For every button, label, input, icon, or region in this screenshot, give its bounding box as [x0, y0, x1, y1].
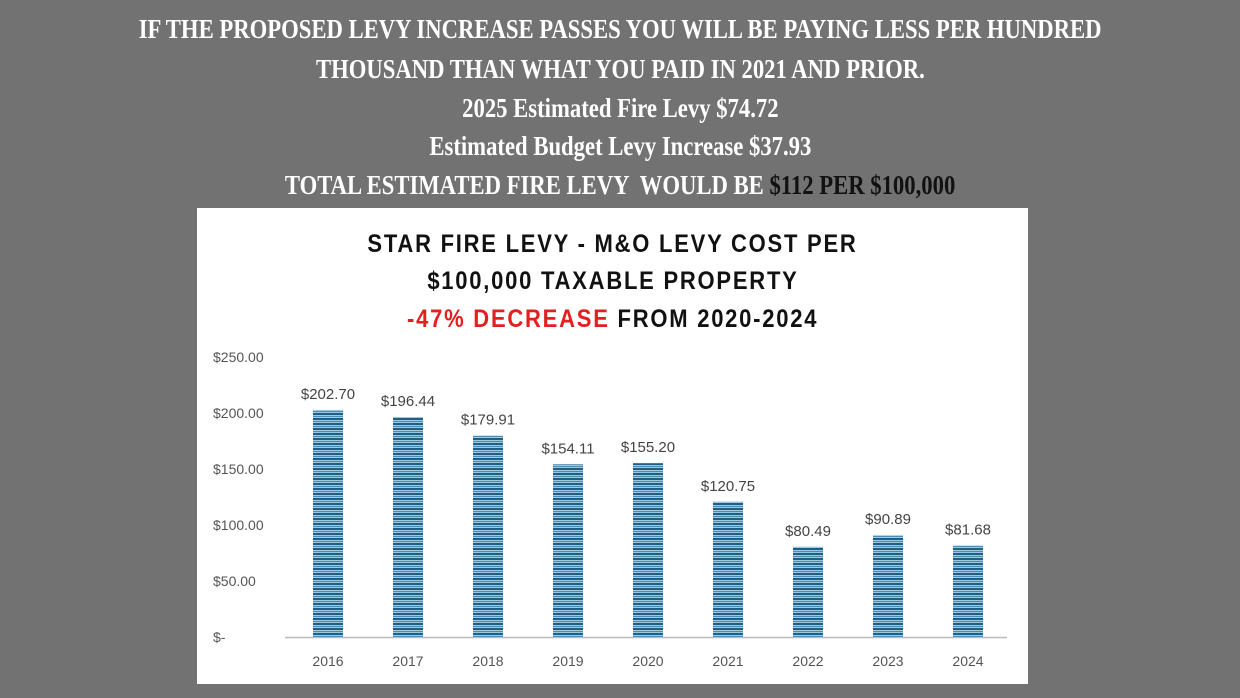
period-text: FROM 2020-2024	[609, 305, 819, 333]
y-tick-label: $150.00	[213, 461, 264, 477]
data-label: $90.89	[865, 511, 911, 528]
y-tick-label: $-	[213, 629, 226, 645]
y-tick-label: $50.00	[213, 573, 256, 589]
chart-panel: STAR FIRE LEVY - M&O LEVY COST PER $100,…	[197, 208, 1028, 684]
x-tick-label: 2018	[472, 653, 503, 669]
x-tick-label: 2019	[552, 653, 583, 669]
x-tick-label: 2016	[312, 653, 343, 669]
bar	[873, 535, 903, 637]
y-tick-label: $250.00	[213, 349, 264, 365]
data-label: $196.44	[381, 393, 435, 410]
data-label: $155.20	[621, 439, 675, 456]
bar	[393, 416, 423, 637]
x-tick-label: 2022	[792, 653, 823, 669]
headline-line-5: TOTAL ESTIMATED FIRE LEVY WOULD BE $112 …	[0, 170, 1240, 200]
chart-title-line-1: STAR FIRE LEVY - M&O LEVY COST PER	[367, 230, 858, 258]
bar	[713, 501, 743, 637]
headline-highlight: $112 PER $100,000	[769, 170, 956, 200]
x-tick-label: 2017	[392, 653, 423, 669]
headline-line-1: IF THE PROPOSED LEVY INCREASE PASSES YOU…	[138, 14, 1102, 44]
decrease-text: -47% DECREASE	[406, 305, 610, 333]
bar-chart: $- $50.00 $100.00 $150.00 $200.00 $250.00 $202…	[213, 349, 1007, 669]
headline-line-3: 2025 Estimated Fire Levy $74.72	[461, 93, 779, 123]
headline-line-4: Estimated Budget Levy Increase $37.93	[429, 131, 811, 161]
bar	[953, 545, 983, 637]
x-tick-label: 2020	[632, 653, 663, 669]
headline-line-2: THOUSAND THAN WHAT YOU PAID IN 2021 AND …	[315, 54, 925, 84]
bar	[633, 463, 663, 637]
data-label: $202.70	[301, 386, 355, 403]
y-tick-label: $100.00	[213, 517, 264, 533]
chart-title-line-2: $100,000 TAXABLE PROPERTY	[426, 267, 799, 295]
chart-title-line-3: -47% DECREASE FROM 2020-2024	[197, 305, 1028, 334]
y-tick-label: $200.00	[213, 405, 264, 421]
headline-prefix: TOTAL ESTIMATED FIRE LEVY WOULD BE	[284, 170, 770, 200]
x-tick-label: 2023	[872, 653, 903, 669]
data-label: $120.75	[701, 478, 755, 495]
data-label: $179.91	[461, 412, 515, 429]
data-label: $80.49	[785, 523, 831, 540]
x-tick-label: 2021	[712, 653, 743, 669]
bar	[553, 464, 583, 637]
x-tick-label: 2024	[952, 653, 983, 669]
bar	[313, 409, 343, 637]
bar	[793, 546, 823, 637]
data-label: $154.11	[541, 440, 594, 457]
bar	[473, 435, 503, 637]
data-label: $81.68	[945, 522, 991, 539]
